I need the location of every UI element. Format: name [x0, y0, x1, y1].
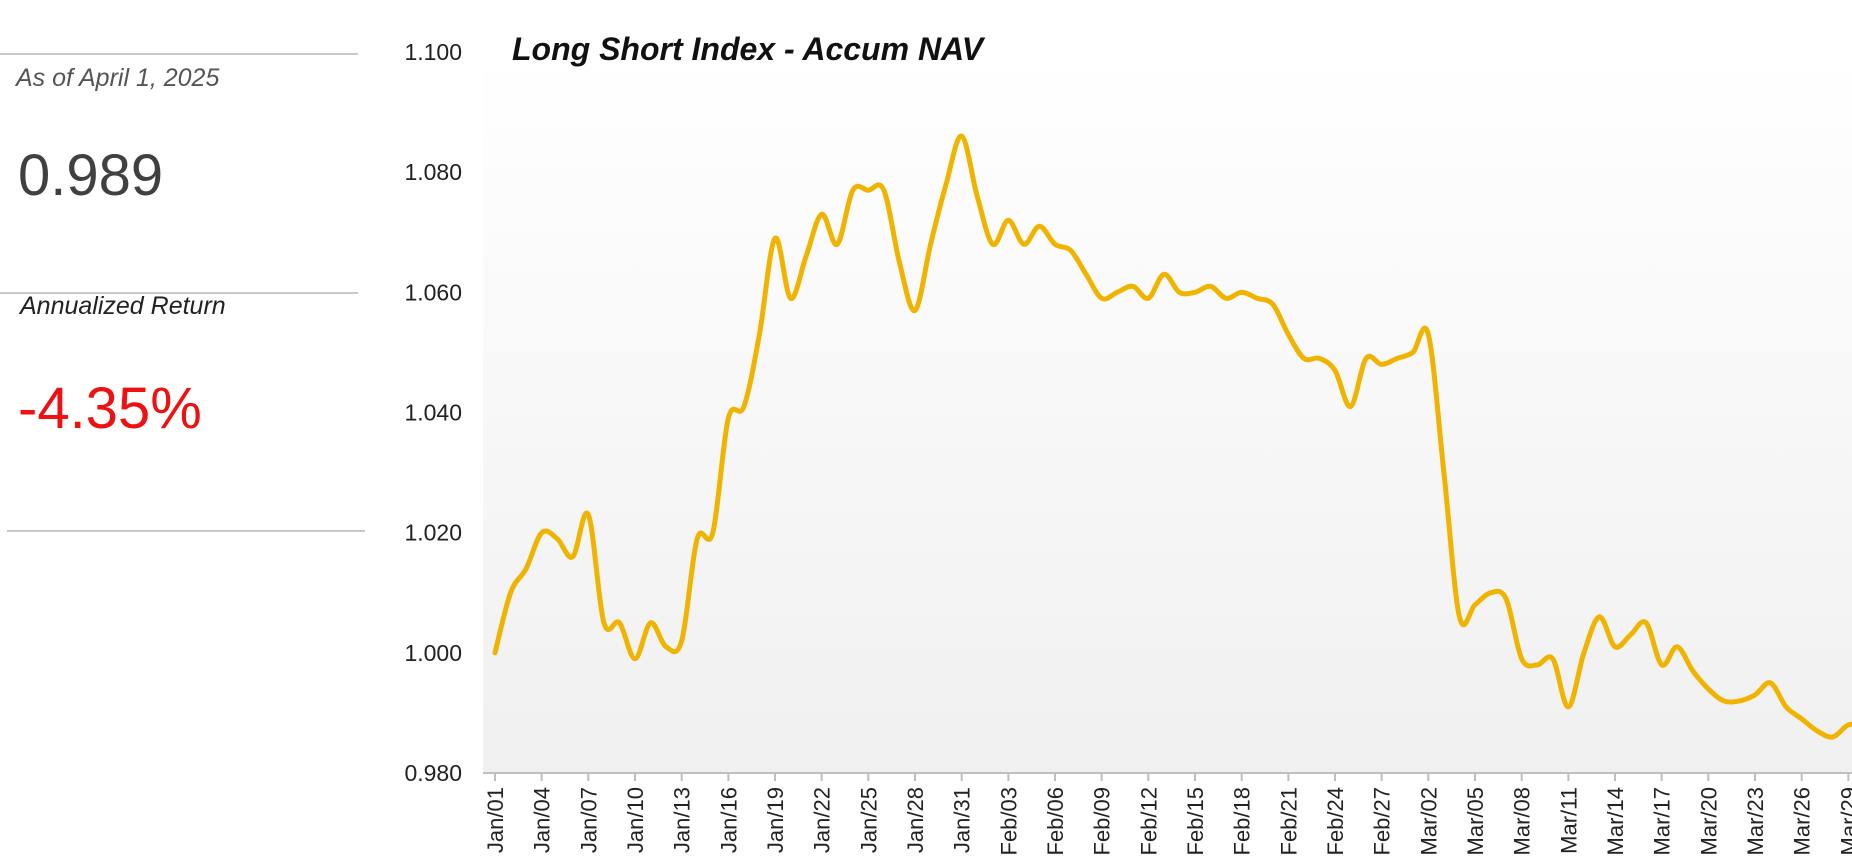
as-of-date: As of April 1, 2025 [16, 64, 220, 92]
nav-value: 0.989 [18, 143, 164, 208]
x-tick-label: Feb/24 [1323, 787, 1348, 856]
x-tick-label: Mar/11 [1556, 787, 1581, 854]
x-axis: Jan/01 Jan/04 Jan/07 Jan/10 Jan/13 Jan/16 Jan/… [483, 773, 1852, 856]
x-tick-label: Feb/18 [1230, 787, 1255, 856]
x-tick-label: Mar/20 [1696, 787, 1721, 855]
x-tick-label: Jan/07 [576, 787, 601, 853]
divider-bottom [7, 530, 365, 532]
x-tick-label: Feb/21 [1276, 787, 1301, 856]
x-tick-label: Mar/05 [1463, 787, 1488, 855]
series-line-accum-nav [492, 133, 1852, 740]
y-tick-label: 1.060 [404, 279, 462, 305]
x-tick-label: Feb/09 [1090, 787, 1115, 856]
x-tick-label: Jan/10 [623, 787, 648, 853]
x-tick-label: Jan/01 [483, 787, 508, 853]
x-tick-label: Feb/06 [1043, 787, 1068, 856]
x-tick-label: Mar/29 [1836, 787, 1852, 855]
x-tick-label: Feb/12 [1136, 787, 1161, 856]
x-tick-label: Mar/26 [1790, 787, 1815, 855]
y-tick-label: 0.980 [404, 760, 462, 786]
x-tick-label: Jan/25 [856, 787, 881, 853]
y-tick-label: 1.000 [404, 640, 462, 666]
x-tick-label: Feb/03 [996, 787, 1021, 856]
x-tick-label: Jan/22 [810, 787, 835, 853]
x-tick-label: Jan/19 [763, 787, 788, 853]
x-tick-label: Jan/16 [716, 787, 741, 853]
x-tick-label: Jan/13 [670, 787, 695, 853]
divider-middle [0, 292, 358, 294]
x-tick-label: Mar/14 [1603, 787, 1628, 855]
x-tick-label: Mar/08 [1510, 787, 1535, 855]
chart-title: Long Short Index - Accum NAV [512, 31, 986, 67]
y-tick-label: 1.020 [404, 520, 462, 546]
x-tick-label: Jan/31 [950, 787, 975, 853]
y-tick-label: 1.100 [404, 39, 462, 65]
summary-panel: As of April 1, 2025 0.989 Annualized Ret… [0, 0, 365, 858]
x-tick-label: Mar/23 [1743, 787, 1768, 855]
x-tick-label: Jan/28 [903, 787, 928, 853]
x-tick-label: Feb/15 [1183, 787, 1208, 856]
annualized-return-value: -4.35% [18, 376, 202, 441]
plot-area [483, 52, 1852, 773]
y-tick-label: 1.080 [404, 159, 462, 185]
x-tick-label: Mar/17 [1650, 787, 1675, 855]
x-tick-label: Mar/02 [1416, 787, 1441, 855]
x-tick-label: Jan/04 [530, 787, 555, 853]
annualized-return-label: Annualized Return [20, 292, 226, 320]
divider-top [0, 53, 358, 55]
y-tick-label: 1.040 [404, 400, 462, 426]
y-axis: 1.100 1.080 1.060 1.040 1.020 1.000 0.980 [404, 39, 462, 786]
x-tick-label: Feb/27 [1370, 787, 1395, 856]
